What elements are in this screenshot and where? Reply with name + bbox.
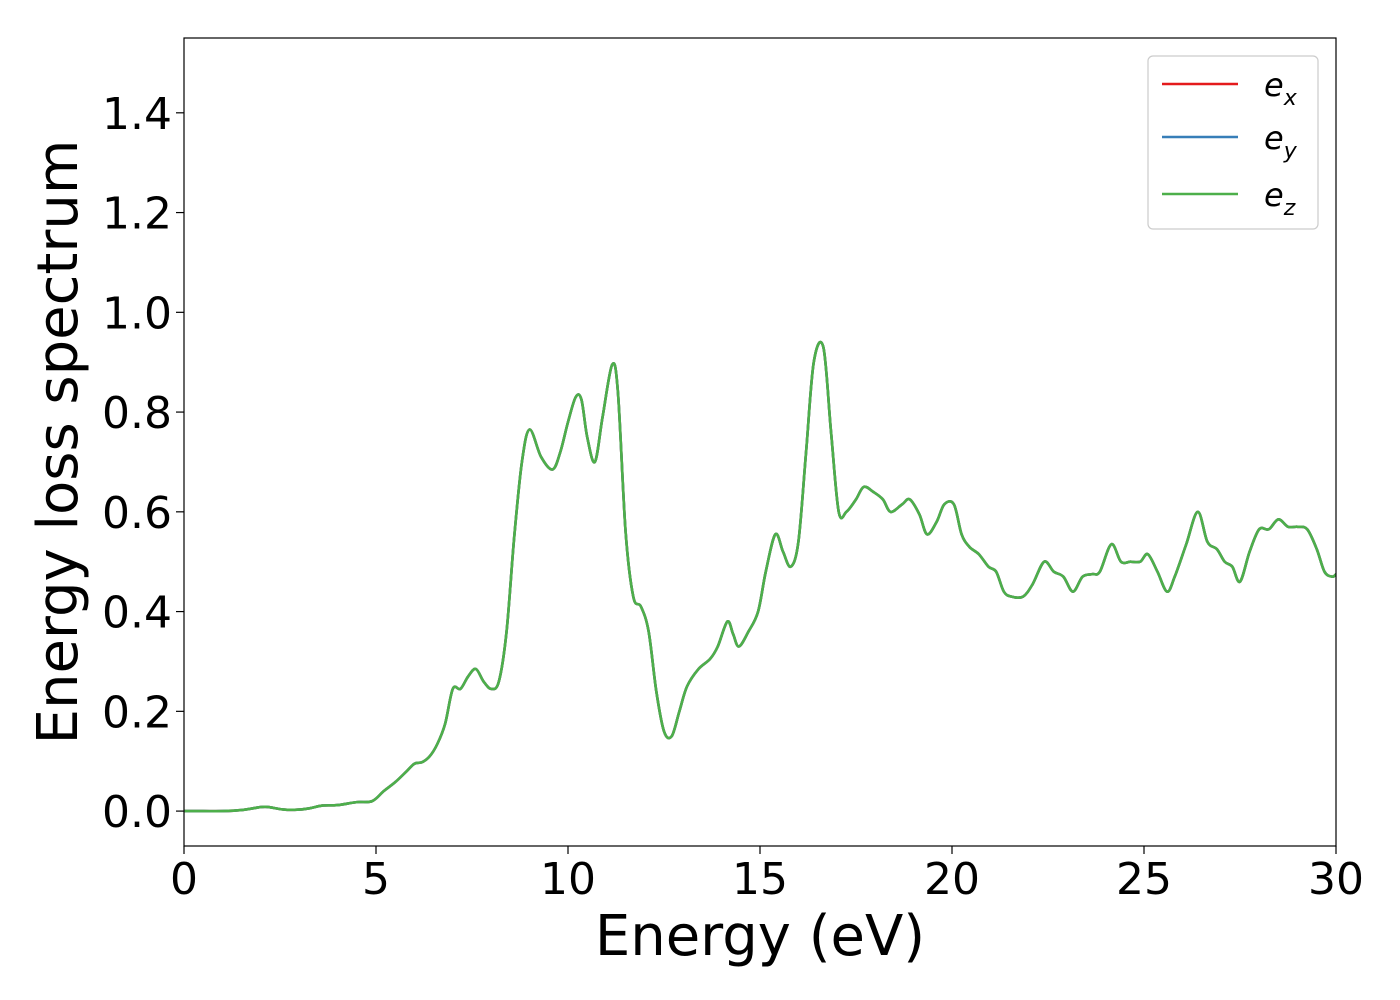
y-tick-label: 0.0 [102, 787, 172, 838]
x-tick-label: 25 [1116, 854, 1172, 905]
legend-label-x: ex [1264, 66, 1298, 111]
x-axis-ticks: 0 5 10 15 20 25 30 [170, 846, 1364, 905]
y-axis-ticks: 0.0 0.2 0.4 0.6 0.8 1.0 1.2 1.4 [102, 89, 184, 838]
legend-label-z: ez [1264, 176, 1296, 221]
x-tick-label: 10 [540, 854, 596, 905]
y-tick-label: 0.6 [102, 488, 172, 539]
legend-box [1147, 55, 1319, 230]
y-tick-label: 1.4 [102, 89, 172, 140]
series-group [184, 340, 1336, 813]
y-tick-label: 1.2 [102, 189, 172, 240]
x-tick-label: 20 [924, 854, 980, 905]
x-tick-label: 15 [732, 854, 788, 905]
y-tick-label: 0.2 [102, 687, 172, 738]
series-line-e-z [184, 340, 1336, 813]
y-axis-title: Energy loss spectrum [26, 140, 91, 745]
x-tick-label: 0 [170, 854, 198, 905]
y-tick-label: 0.8 [102, 388, 172, 439]
x-tick-label: 5 [362, 854, 390, 905]
legend-label-y: ey [1264, 119, 1298, 164]
plot-area [183, 37, 1337, 847]
x-tick-label: 30 [1308, 854, 1364, 905]
y-tick-label: 1.0 [102, 288, 172, 339]
y-tick-label: 0.4 [102, 588, 172, 639]
legend: ex ey ez [1147, 55, 1319, 230]
x-axis-title: Energy (eV) [595, 904, 925, 969]
